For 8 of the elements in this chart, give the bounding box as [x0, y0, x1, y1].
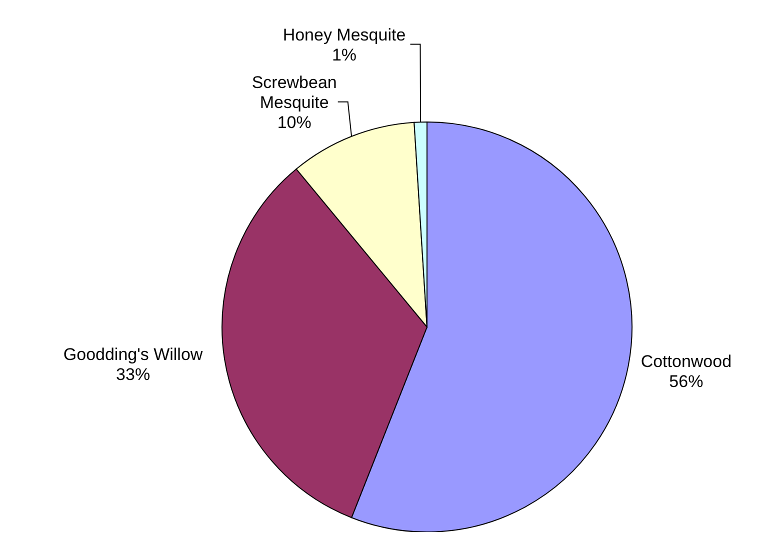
- data-label: 33%: [116, 364, 150, 384]
- data-label: 56%: [669, 372, 704, 391]
- data-label: 1%: [332, 44, 357, 64]
- slice-label: Honey Mesquite: [282, 24, 406, 44]
- slice-label: Goodding's Willow: [63, 344, 204, 364]
- slice-label: Screwbean Mesquite: [252, 72, 337, 112]
- data-label: 10%: [277, 112, 312, 132]
- slice-label: Cottonwood: [640, 352, 732, 371]
